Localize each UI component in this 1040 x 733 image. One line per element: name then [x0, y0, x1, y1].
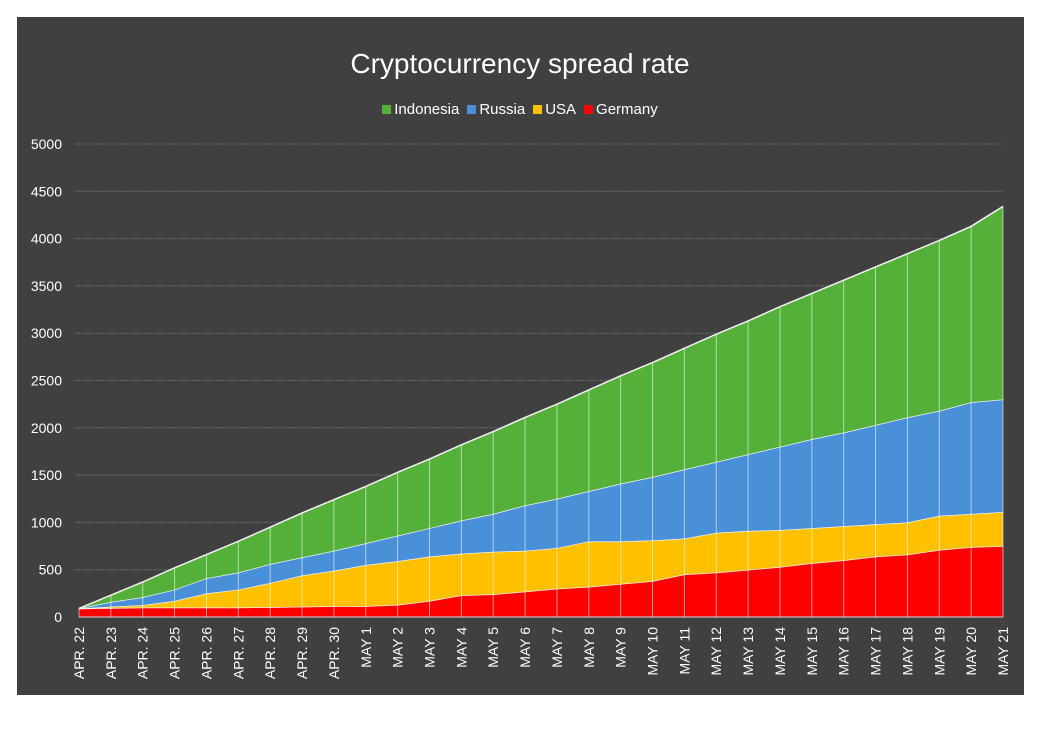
- y-tick-label: 2000: [31, 420, 62, 436]
- legend-swatch: [382, 105, 392, 114]
- legend-swatch: [584, 105, 594, 114]
- x-tick-label: MAY 10: [645, 627, 661, 676]
- area-indonesia: [79, 206, 1003, 609]
- x-tick-label: APR. 26: [198, 627, 214, 679]
- x-tick-label: MAY 14: [772, 627, 788, 676]
- legend-item-germany: Germany: [584, 101, 658, 118]
- y-tick-label: 0: [54, 609, 62, 625]
- x-tick-label: MAY 1: [358, 627, 374, 668]
- x-tick-label: MAY 8: [581, 627, 597, 668]
- x-tick-label: MAY 7: [549, 627, 565, 668]
- y-tick-label: 500: [39, 562, 63, 578]
- y-tick-label: 3500: [31, 278, 62, 294]
- legend-swatch: [533, 105, 543, 114]
- area-germany: [79, 546, 1003, 617]
- x-tick-label: MAY 19: [931, 627, 947, 676]
- x-tick-label: MAY 11: [676, 627, 692, 675]
- x-tick-label: MAY 20: [963, 627, 979, 676]
- y-tick-label: 4500: [31, 183, 62, 199]
- area-usa: [79, 511, 1003, 609]
- y-tick-label: 5000: [31, 136, 62, 152]
- x-tick-label: APR. 29: [294, 627, 310, 679]
- x-tick-label: MAY 12: [708, 627, 724, 676]
- x-tick-label: APR. 22: [71, 627, 87, 679]
- x-tick-label: APR. 27: [230, 627, 246, 679]
- legend-item-russia: Russia: [467, 101, 525, 118]
- x-tick-label: MAY 4: [453, 627, 469, 668]
- legend-swatch: [467, 105, 477, 114]
- y-tick-label: 4000: [31, 231, 62, 247]
- x-tick-label: MAY 2: [390, 627, 406, 668]
- x-tick-label: MAY 3: [421, 627, 437, 668]
- x-tick-label: APR. 28: [262, 627, 278, 679]
- legend-label: USA: [545, 101, 577, 118]
- x-tick-label: APR. 24: [135, 627, 151, 679]
- y-tick-label: 3000: [31, 325, 62, 341]
- x-tick-label: MAY 9: [613, 627, 629, 668]
- x-tick-label: APR. 30: [326, 627, 342, 679]
- y-tick-label: 2500: [31, 373, 62, 389]
- legend: Indonesia Russia USA Germany: [0, 101, 1040, 118]
- area-edge-indonesia: [78, 205, 1004, 610]
- x-tick-label: MAY 15: [804, 627, 820, 676]
- x-tick-label: MAY 6: [517, 627, 533, 668]
- legend-label: Germany: [596, 101, 658, 118]
- x-tick-label: MAY 21: [995, 627, 1011, 676]
- x-tick-label: MAY 17: [868, 627, 884, 676]
- x-tick-label: MAY 16: [836, 627, 852, 676]
- y-tick-label: 1500: [31, 467, 62, 483]
- x-tick-label: MAY 18: [899, 627, 915, 676]
- x-tick-label: APR. 23: [103, 627, 119, 679]
- legend-item-indonesia: Indonesia: [382, 101, 459, 118]
- legend-label: Russia: [479, 101, 526, 118]
- legend-label: Indonesia: [394, 101, 460, 118]
- x-tick-label: MAY 5: [485, 627, 501, 668]
- chart-title: Cryptocurrency spread rate: [350, 48, 690, 79]
- legend-item-usa: USA: [533, 101, 576, 118]
- x-tick-label: APR. 25: [167, 627, 183, 679]
- y-tick-label: 1000: [31, 514, 62, 530]
- x-tick-label: MAY 13: [740, 627, 756, 676]
